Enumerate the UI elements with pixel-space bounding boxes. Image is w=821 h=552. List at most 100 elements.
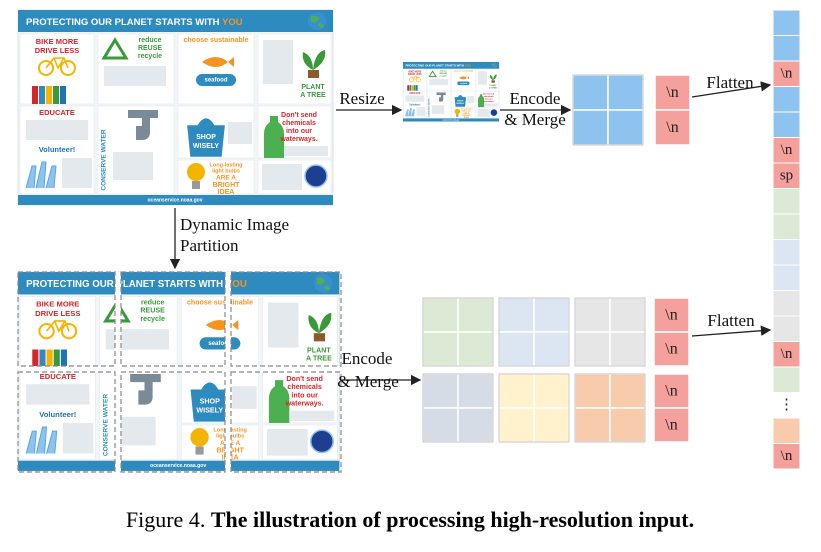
header-title-highlight: YOU (222, 17, 243, 28)
footer-bar (403, 118, 500, 122)
bike-wheel (60, 322, 78, 340)
fish-icon (205, 319, 239, 331)
body-text-block (429, 79, 449, 86)
sequence-token (772, 264, 801, 291)
token (607, 74, 644, 111)
newline-token-label: \n (666, 119, 678, 136)
arrow (691, 81, 772, 98)
token (422, 373, 459, 409)
token (533, 407, 570, 443)
pot (491, 80, 495, 83)
plant-leaves (302, 50, 326, 70)
tile-border (230, 271, 342, 367)
header-title-main: PROTECTING OUR PLANET STARTS WITH (26, 17, 220, 28)
infographic-text: oceanservice.noaa.gov (150, 463, 206, 469)
sequence-token (772, 417, 801, 444)
token (498, 373, 535, 409)
infographic-text: BIKE MORE (36, 300, 79, 309)
infographic-text: DRIVE LESS (35, 309, 80, 318)
token (574, 373, 611, 409)
body-text-block (467, 96, 475, 103)
token (457, 407, 494, 443)
newline-token (653, 297, 690, 333)
newline-token-label: \n (665, 417, 677, 434)
infographic-text: seafood (204, 78, 227, 84)
hands-icon (25, 426, 58, 454)
token (574, 297, 611, 333)
infographic-text: choose sustainable (454, 70, 475, 73)
resized-image: PROTECTING OUR PLANET STARTS WITH YOU CON… (402, 61, 500, 122)
sequence-token-label: \n (781, 65, 793, 81)
infographic-text: ARE A (463, 112, 470, 115)
book (46, 349, 53, 368)
infographic-text: reduce (440, 71, 448, 73)
earth-land (492, 63, 497, 68)
plant-leaves (308, 312, 332, 334)
body-text-block (232, 386, 257, 409)
header-title: PROTECTING OUR PLANET STARTS WITH YOU (405, 63, 471, 67)
body-text-block (284, 146, 328, 156)
grid-border (422, 373, 494, 443)
infographic-text: PLANT (489, 84, 497, 87)
book (407, 85, 410, 91)
header-title-highlight: YOU (226, 279, 247, 290)
token (498, 331, 535, 367)
token (422, 407, 459, 443)
book (411, 85, 414, 91)
token-grid (572, 74, 644, 146)
infographic-text: recycle (138, 53, 162, 60)
sequence-token (772, 9, 801, 36)
bulb-icon (187, 163, 205, 181)
step-label: & Merge (337, 372, 399, 391)
sequence-token (772, 35, 801, 62)
vertical-heading: CONSERVE WATER (102, 394, 109, 457)
bulb-icon (190, 428, 209, 447)
bulb-base (192, 181, 200, 189)
token (609, 373, 646, 409)
token-grid (422, 297, 494, 367)
infographic-text: choose sustainable (184, 37, 249, 44)
newline-token-label: \n (665, 307, 677, 324)
bike-frame (45, 320, 70, 333)
body-text-block (431, 105, 445, 114)
panel (451, 107, 476, 119)
tile-gap (18, 366, 343, 372)
book (39, 349, 46, 368)
infographic-text: EDUCATE (409, 92, 420, 95)
plant-leaves (489, 74, 497, 81)
body-text-block (477, 108, 490, 117)
body-text-block (62, 158, 92, 188)
recycle-icon (101, 37, 129, 60)
body-text-block (26, 120, 88, 140)
infographic-text: into our (291, 391, 318, 399)
infographic-text: BIKE MORE (408, 71, 421, 73)
token (609, 331, 646, 367)
bike-wheel (415, 77, 421, 83)
infographic-text: BRIGHT (213, 182, 241, 189)
token (574, 407, 611, 443)
book (60, 349, 67, 368)
token (609, 407, 646, 443)
body-text-block (267, 302, 299, 348)
panel (180, 296, 259, 369)
noaa-logo (490, 109, 498, 117)
newline-token (653, 407, 690, 443)
vertical-heading: CONSERVE WATER (428, 98, 431, 117)
newline-token (653, 373, 690, 409)
newline-token-label: \n (665, 383, 677, 400)
caption-text: The illustration of processing high-reso… (211, 507, 694, 532)
noaa-logo (304, 164, 328, 188)
bottle-icon (478, 94, 485, 108)
book (409, 85, 412, 91)
body-text-block (477, 71, 487, 85)
vertical-heading: CONSERVE WATER (101, 129, 108, 190)
bike-frame (45, 57, 69, 70)
panel (99, 369, 178, 460)
sequence-token (772, 86, 801, 113)
infographic-text: SHOP (200, 397, 220, 405)
infographic-text: waterways. (483, 100, 495, 103)
sequence-token (772, 213, 801, 240)
infographic-text: Long-lasting (461, 108, 471, 111)
faucet-icon (128, 110, 158, 140)
